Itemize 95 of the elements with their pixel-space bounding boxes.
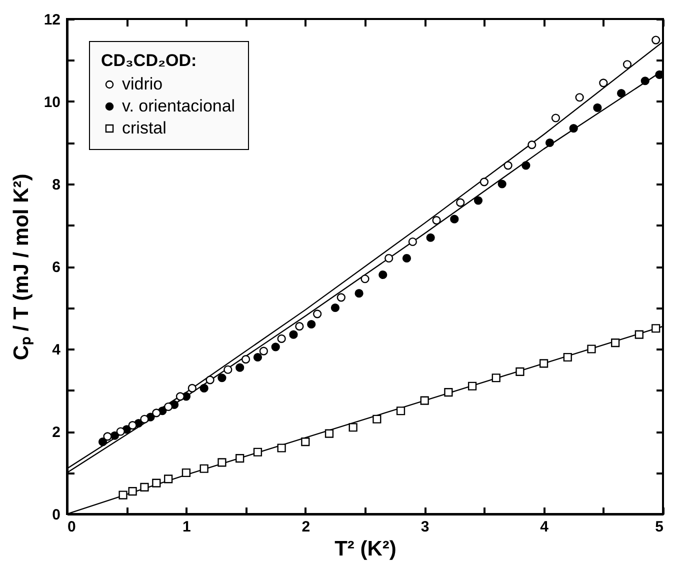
point	[253, 448, 262, 456]
y-tick-label: 12	[44, 12, 60, 28]
point	[200, 464, 208, 473]
point	[307, 320, 316, 329]
point	[616, 88, 626, 98]
point	[188, 384, 196, 392]
point	[360, 274, 370, 284]
point	[330, 303, 340, 312]
point	[599, 78, 608, 88]
point	[336, 293, 346, 302]
point	[504, 161, 512, 170]
point	[450, 214, 459, 224]
point	[98, 438, 108, 446]
point	[587, 344, 596, 354]
point	[408, 237, 417, 246]
point	[593, 103, 602, 112]
point	[236, 454, 244, 463]
point	[128, 487, 137, 496]
point	[224, 365, 232, 374]
point	[118, 490, 128, 500]
legend-title: CD₃CD₂OD:	[101, 51, 197, 70]
point	[140, 482, 149, 492]
point	[492, 374, 500, 382]
point	[426, 233, 435, 242]
legend-label: cristal	[122, 118, 166, 138]
point	[289, 330, 298, 339]
point	[218, 374, 226, 382]
x-axis-title: T² (K²)	[334, 538, 396, 560]
point	[116, 427, 125, 436]
point	[384, 254, 394, 263]
point	[182, 468, 191, 478]
point	[622, 60, 632, 69]
point	[432, 216, 441, 225]
x-tick-label: 4	[540, 518, 550, 536]
y-tick-label: 0	[52, 506, 60, 524]
legend-label: vidrio	[122, 74, 163, 94]
point	[378, 270, 388, 280]
point	[652, 324, 660, 333]
point	[420, 396, 429, 405]
point	[301, 438, 310, 446]
point	[241, 355, 250, 364]
point	[402, 254, 412, 263]
point	[324, 429, 334, 438]
x-tick-label: 3	[420, 518, 430, 536]
point	[474, 196, 483, 205]
point	[498, 180, 506, 188]
point	[396, 406, 406, 416]
point	[372, 414, 382, 424]
point	[152, 408, 161, 418]
point	[563, 352, 572, 362]
point	[456, 198, 465, 207]
point	[528, 140, 536, 150]
point	[218, 458, 226, 467]
point	[569, 124, 578, 133]
point	[253, 352, 262, 362]
point	[640, 76, 650, 86]
point	[539, 359, 548, 368]
point	[611, 338, 620, 348]
point	[516, 367, 524, 376]
point	[164, 474, 173, 484]
point	[348, 423, 358, 432]
point	[652, 36, 660, 44]
point	[575, 93, 584, 102]
x-tick-label: 5	[655, 518, 664, 536]
y-tick-label: 10	[44, 94, 60, 111]
point	[128, 421, 137, 430]
point	[277, 334, 286, 343]
point	[259, 346, 268, 356]
point	[206, 376, 214, 384]
y-tick-label: 8	[52, 176, 60, 194]
y-tick-label: 6	[52, 259, 60, 276]
point	[152, 478, 161, 488]
legend-label: v. orientacional	[122, 96, 236, 116]
x-tick-label: 1	[182, 518, 191, 536]
point	[551, 114, 560, 122]
y-tick-label: 4	[52, 342, 62, 358]
point	[313, 310, 322, 318]
point	[468, 382, 477, 390]
point	[140, 414, 149, 424]
x-tick-label: 0	[68, 518, 76, 536]
y-axis-title: Cₚ / T (mJ / mol K²)	[10, 174, 34, 360]
point	[295, 322, 304, 331]
point	[200, 384, 208, 392]
point	[545, 138, 554, 148]
x-tick-label: 2	[302, 518, 310, 536]
point	[480, 178, 489, 186]
point	[277, 444, 286, 452]
point	[444, 388, 453, 397]
y-tick-label: 2	[52, 424, 60, 441]
point	[522, 161, 530, 170]
point	[164, 402, 173, 412]
point	[271, 342, 280, 352]
point	[236, 363, 244, 372]
point	[354, 289, 364, 298]
point	[634, 330, 644, 339]
